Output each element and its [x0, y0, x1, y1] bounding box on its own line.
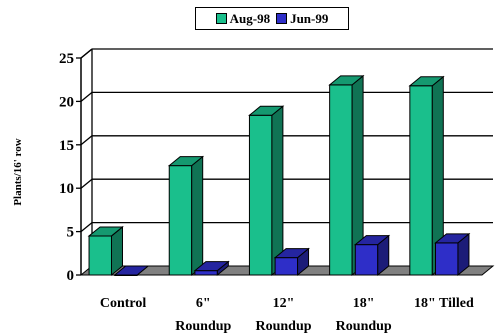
- bar-top: [353, 235, 391, 246]
- legend: Aug-98 Jun-99: [195, 7, 349, 30]
- bar-aug98-1: [168, 165, 193, 276]
- gridline-side: [80, 178, 93, 189]
- bar-jun99-1: [194, 270, 218, 276]
- x-tick-label: 18": [353, 296, 375, 311]
- bar-top: [434, 233, 471, 244]
- y-tick-label: 25: [59, 51, 74, 67]
- bar-aug98-4: [409, 85, 433, 276]
- bar-top: [167, 156, 205, 167]
- bar-top: [408, 76, 445, 87]
- x-tick-label-line2: Roundup: [175, 319, 231, 334]
- x-tick-label-line2: Roundup: [336, 319, 392, 334]
- y-tick-label: 15: [59, 138, 74, 154]
- top-edge: [80, 48, 93, 59]
- x-tick-label: 6": [196, 296, 211, 311]
- gridline-side: [80, 135, 93, 146]
- x-tick-label-line2: Roundup: [255, 319, 311, 334]
- bar-aug98-2: [248, 114, 273, 276]
- bar-side: [191, 155, 204, 277]
- gridline-side: [80, 91, 93, 102]
- bar-top: [87, 226, 124, 237]
- bar-top: [113, 265, 150, 276]
- bar-aug98-0: [88, 235, 112, 276]
- x-tick-label: 18" Tilled: [414, 296, 474, 311]
- bar-top: [273, 248, 310, 259]
- legend-item-jun99: Jun-99: [276, 11, 328, 27]
- y-tick-label: 0: [67, 268, 75, 284]
- bar-top: [328, 75, 365, 86]
- legend-swatch-aug98: [215, 13, 227, 24]
- y-tick-label: 20: [59, 94, 74, 110]
- x-tick-label: 12": [273, 296, 295, 311]
- legend-label-jun99: Jun-99: [290, 10, 329, 26]
- legend-swatch-jun99: [276, 13, 288, 24]
- bar-aug98-3: [329, 84, 353, 276]
- legend-item-aug98: Aug-98: [215, 10, 271, 27]
- bar-jun99-3: [354, 244, 379, 276]
- bar-top: [193, 261, 230, 272]
- bar-jun99-4: [435, 242, 459, 276]
- y-tick-label: 10: [59, 181, 74, 197]
- bar-side: [271, 105, 284, 277]
- y-tick-label: 5: [67, 225, 75, 241]
- x-tick-label: Control: [100, 296, 147, 311]
- legend-label-aug98: Aug-98: [229, 10, 271, 26]
- bar-top: [248, 105, 285, 116]
- bar-jun99-2: [274, 257, 299, 276]
- gridline-side: [80, 222, 93, 233]
